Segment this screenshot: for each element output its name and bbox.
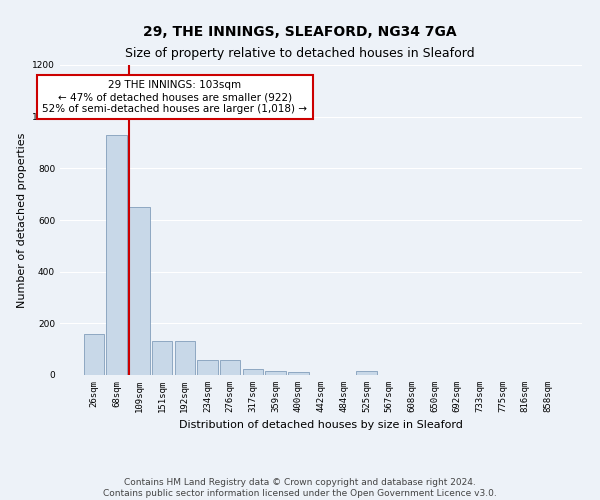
Bar [265,371,286,375]
Text: 29, THE INNINGS, SLEAFORD, NG34 7GA: 29, THE INNINGS, SLEAFORD, NG34 7GA [143,25,457,39]
Bar [129,207,149,375]
Bar [152,342,172,375]
Text: Size of property relative to detached houses in Sleaford: Size of property relative to detached ho… [125,48,475,60]
Bar [175,342,195,375]
Y-axis label: Number of detached properties: Number of detached properties [17,132,26,308]
Bar [356,371,377,375]
X-axis label: Distribution of detached houses by size in Sleaford: Distribution of detached houses by size … [179,420,463,430]
Text: Contains HM Land Registry data © Crown copyright and database right 2024.
Contai: Contains HM Land Registry data © Crown c… [103,478,497,498]
Bar [288,372,308,375]
Bar [84,334,104,375]
Bar [220,360,241,375]
Bar [242,368,263,375]
Text: 29 THE INNINGS: 103sqm
← 47% of detached houses are smaller (922)
52% of semi-de: 29 THE INNINGS: 103sqm ← 47% of detached… [43,80,307,114]
Bar [197,360,218,375]
Bar [106,134,127,375]
